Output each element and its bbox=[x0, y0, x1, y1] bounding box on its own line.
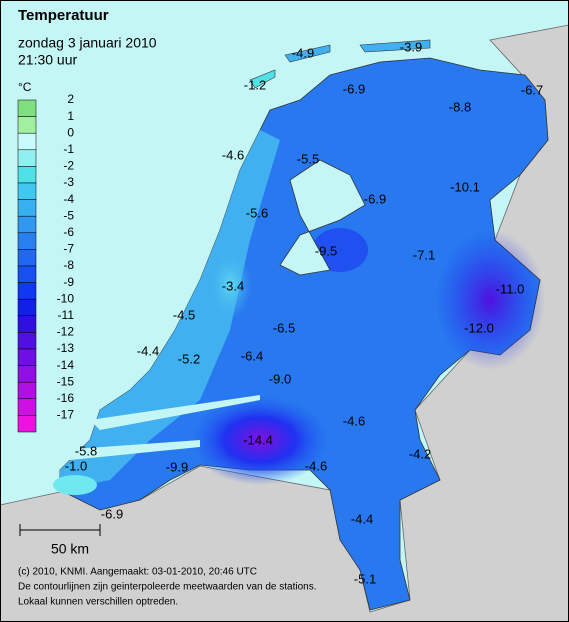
legend-label: -17 bbox=[57, 408, 75, 422]
legend-label: -16 bbox=[57, 391, 75, 405]
legend-swatch bbox=[17, 215, 37, 234]
legend-label: -13 bbox=[57, 341, 75, 355]
legend-label: -6 bbox=[63, 225, 74, 239]
legend-label: 0 bbox=[67, 125, 74, 139]
contour-east bbox=[435, 230, 545, 370]
legend-label: -2 bbox=[63, 159, 74, 173]
station-value: -11.0 bbox=[496, 281, 525, 296]
legend-swatch bbox=[17, 249, 37, 267]
date: zondag 3 januari 2010 bbox=[18, 35, 157, 51]
island bbox=[249, 69, 276, 89]
station-value: -14.4 bbox=[243, 432, 273, 447]
legend-swatch bbox=[17, 315, 37, 333]
station-value: -5.1 bbox=[354, 571, 376, 586]
contour-west bbox=[60, 130, 280, 490]
station-value: -4.9 bbox=[292, 45, 314, 60]
legend-swatch bbox=[17, 116, 37, 134]
station-value: -4.4 bbox=[137, 343, 159, 358]
footer-line: (c) 2010, KNMI. Aangemaakt: 03-01-2010, … bbox=[18, 567, 257, 578]
station-value: -3.4 bbox=[222, 278, 244, 293]
legend-swatch bbox=[17, 182, 37, 200]
station-value: -10.1 bbox=[450, 179, 480, 194]
station-value: -5.5 bbox=[297, 151, 319, 166]
station-value: -9.9 bbox=[166, 459, 188, 474]
footer-line: Lokaal kunnen verschillen optreden. bbox=[18, 597, 178, 608]
legend-swatch bbox=[17, 282, 37, 300]
legend-swatch bbox=[17, 132, 37, 151]
station-value: -8.8 bbox=[449, 99, 471, 114]
legend-swatch bbox=[17, 166, 37, 184]
station-value: -4.6 bbox=[343, 413, 365, 428]
legend-label: -8 bbox=[63, 258, 74, 272]
station-value: -4.6 bbox=[305, 458, 327, 473]
legend-swatch bbox=[17, 398, 37, 416]
legend-swatch bbox=[17, 415, 37, 433]
legend-label: -11 bbox=[58, 308, 75, 322]
legend-swatch bbox=[17, 232, 37, 250]
contour-warm bbox=[208, 250, 252, 320]
station-value: -1.2 bbox=[244, 77, 266, 92]
legend-label: -5 bbox=[63, 208, 74, 222]
estuary bbox=[90, 395, 260, 430]
legend-swatch bbox=[17, 298, 37, 317]
station-value: -5.6 bbox=[246, 205, 268, 220]
station-value: -4.6 bbox=[222, 147, 244, 162]
time: 21:30 uur bbox=[18, 52, 77, 68]
station-value: -12.0 bbox=[464, 320, 494, 335]
legend-swatch bbox=[17, 332, 37, 350]
ijsselmeer bbox=[279, 159, 366, 276]
legend-swatch bbox=[17, 99, 37, 117]
station-value: -6.4 bbox=[241, 348, 263, 363]
legend-swatch bbox=[17, 265, 37, 283]
legend-label: -4 bbox=[63, 192, 74, 206]
station-value: -9.0 bbox=[269, 371, 291, 386]
contour-flevoland bbox=[312, 228, 368, 272]
station-value: -6.5 bbox=[273, 320, 295, 335]
station-value: -6.9 bbox=[343, 81, 365, 96]
title: Temperatuur bbox=[18, 7, 109, 24]
legend-label: -10 bbox=[57, 291, 75, 305]
legend-label: -14 bbox=[57, 358, 75, 372]
footer-line: De contourlijnen zijn geinterpoleerde me… bbox=[18, 582, 317, 593]
contour-south bbox=[190, 395, 330, 485]
station-value: -4.2 bbox=[409, 446, 431, 461]
legend-swatch bbox=[17, 199, 37, 217]
legend-label: -3 bbox=[63, 175, 74, 189]
station-value: -5.2 bbox=[178, 351, 200, 366]
legend-swatch bbox=[17, 348, 37, 366]
legend-label: -12 bbox=[57, 325, 75, 339]
station-value: -4.4 bbox=[351, 511, 373, 526]
island bbox=[359, 39, 431, 53]
station-value: -6.9 bbox=[101, 506, 123, 521]
station-value: -6.9 bbox=[364, 191, 386, 206]
legend-label: -7 bbox=[63, 242, 74, 256]
legend-label: 2 bbox=[67, 92, 74, 106]
legend-unit: °C bbox=[18, 80, 32, 94]
island bbox=[284, 44, 331, 63]
legend-swatch bbox=[17, 381, 37, 400]
station-value: -3.9 bbox=[400, 39, 422, 54]
station-value: -1.0 bbox=[65, 458, 87, 473]
legend-label: -15 bbox=[57, 374, 75, 388]
station-value: -6.7 bbox=[521, 82, 543, 97]
estuary bbox=[60, 440, 200, 460]
station-value: -9.5 bbox=[315, 243, 337, 258]
legend-label: -9 bbox=[63, 275, 74, 289]
legend-label: -1 bbox=[63, 142, 74, 156]
legend-swatch bbox=[17, 365, 37, 383]
legend-label: 1 bbox=[67, 109, 74, 123]
station-value: -4.5 bbox=[173, 307, 195, 322]
station-value: -7.1 bbox=[413, 247, 435, 262]
scale-label: 50 km bbox=[51, 541, 89, 557]
contour-coast bbox=[53, 475, 97, 495]
legend-swatch bbox=[17, 149, 37, 167]
station-value: -5.8 bbox=[75, 443, 97, 458]
